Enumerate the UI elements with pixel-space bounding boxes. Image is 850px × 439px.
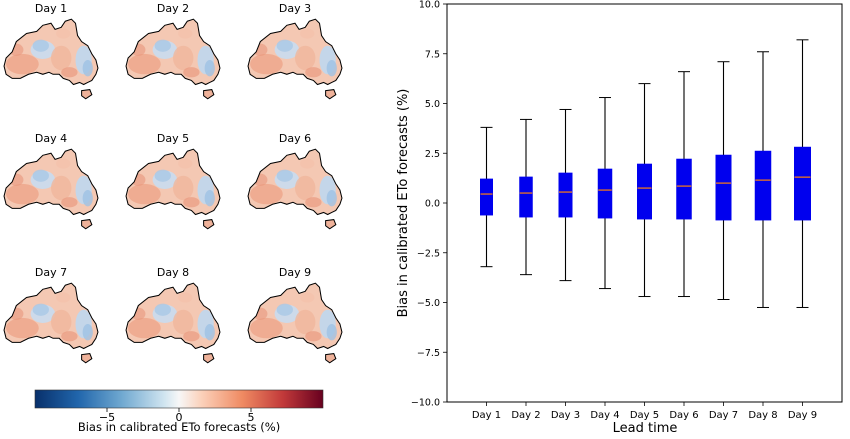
y-tick-label: 7.5 (425, 49, 440, 60)
iqr-box (794, 146, 811, 221)
map-panel-title: Day 7 (35, 266, 67, 279)
map-panel: Day 5 (124, 132, 222, 231)
australia-bias-map (2, 283, 100, 365)
box-element (637, 83, 652, 298)
iqr-box (519, 176, 533, 218)
x-tick-label: Day 6 (669, 410, 698, 421)
x-tick-label: Day 2 (511, 410, 540, 421)
colorbar (34, 389, 324, 409)
box-element (676, 71, 692, 298)
colorbar-label: Bias in calibrated ETo forecasts (%) (78, 420, 280, 434)
x-tick-label: Day 1 (472, 410, 501, 421)
x-tick-label: Day 8 (748, 410, 777, 421)
australia-bias-map (124, 19, 222, 101)
y-axis-label: Bias in calibrated ETo forecasts (%) (396, 89, 411, 318)
australia-bias-map (124, 149, 222, 231)
map-panel-title: Day 3 (279, 2, 311, 15)
box-element (480, 126, 493, 268)
y-tick-label: 10.0 (419, 0, 440, 11)
box-element (754, 51, 772, 308)
map-panel: Day 7 (2, 266, 100, 365)
y-tick-label: −7.5 (417, 348, 440, 359)
australia-bias-map (124, 283, 222, 365)
map-panel-title: Day 8 (157, 266, 189, 279)
australia-bias-map (246, 149, 344, 231)
map-panel-title: Day 9 (279, 266, 311, 279)
colorbar-tick-label: −5 (99, 411, 115, 424)
iqr-box (676, 158, 692, 220)
map-panel: Day 1 (2, 2, 100, 101)
map-panel: Day 2 (124, 2, 222, 101)
iqr-box (597, 168, 613, 219)
map-panel: Day 3 (246, 2, 344, 101)
iqr-box (637, 163, 652, 220)
x-tick-label: Day 7 (709, 410, 738, 421)
box-element (794, 39, 811, 308)
x-tick-label: Day 3 (551, 410, 580, 421)
y-tick-label: −5.0 (417, 298, 440, 309)
map-panel: Day 8 (124, 266, 222, 365)
australia-bias-map (246, 283, 344, 365)
map-panel: Day 4 (2, 132, 100, 231)
map-panel: Day 9 (246, 266, 344, 365)
box-element (558, 108, 573, 282)
iqr-box (558, 172, 573, 218)
boxplot-panel: −10.0 −7.5 −5.0 −2.5 0.0 2.5 5.0 7.5 10.0 Day 1 D… (345, 0, 850, 436)
x-tick-label: Day 5 (630, 410, 659, 421)
map-panel: Day 6 (246, 132, 344, 231)
bias-maps-panel: Day 1 Day 2 Day 3 Day 4 Day 5 Day 6 Day 7 Day 8… (0, 0, 345, 435)
map-panel-title: Day 4 (35, 132, 67, 145)
map-panel-title: Day 6 (279, 132, 311, 145)
box-element (597, 97, 613, 290)
x-tick-label: Day 9 (788, 410, 817, 421)
y-tick-label: 2.5 (425, 149, 440, 160)
x-tick-label: Day 4 (590, 410, 619, 421)
y-tick-label: −10.0 (411, 398, 440, 409)
map-panel-title: Day 1 (35, 2, 67, 15)
colorbar-tick-label: 5 (248, 411, 255, 424)
box-element (715, 61, 732, 301)
iqr-box (480, 178, 493, 216)
x-axis-label: Lead time (613, 421, 678, 435)
iqr-box (715, 154, 732, 221)
australia-bias-map (2, 149, 100, 231)
y-tick-label: 0.0 (425, 199, 440, 210)
australia-bias-map (246, 19, 344, 101)
colorbar-tick-label: 0 (176, 411, 183, 424)
map-panel-title: Day 5 (157, 132, 189, 145)
boxplot-chart: −10.0 −7.5 −5.0 −2.5 0.0 2.5 5.0 7.5 10.0 Day 1 D… (396, 0, 843, 436)
australia-bias-map (2, 19, 100, 101)
box-element (519, 118, 533, 276)
iqr-box (754, 150, 772, 221)
bias-maps-figure: Day 1 Day 2 Day 3 Day 4 Day 5 Day 6 Day 7 Day 8… (0, 2, 345, 434)
y-tick-label: 5.0 (425, 99, 440, 110)
y-tick-label: −2.5 (417, 248, 440, 259)
map-panel-title: Day 2 (157, 2, 189, 15)
